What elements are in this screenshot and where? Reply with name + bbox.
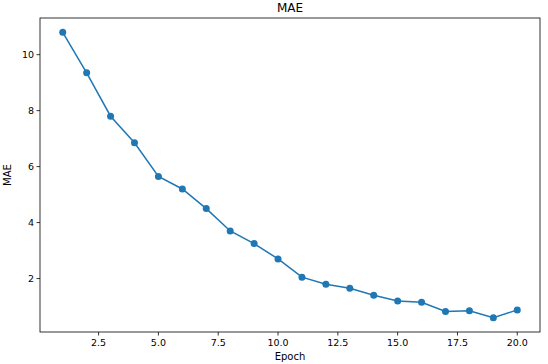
point [442,308,449,315]
point [466,307,473,314]
point [275,255,282,262]
y-tick [37,166,41,167]
y-tick [37,54,41,55]
x-tick [98,332,99,336]
point [322,281,329,288]
x-axis-label: Epoch [275,351,306,362]
y-tick [37,278,41,279]
point [59,29,66,36]
x-tick-label: 15.0 [387,337,408,348]
chart: MAE 2.5 5.0 7.5 10.0 12.5 15.0 17.5 20.0 2 4 6 8 10 Ep… [0,0,548,364]
y-tick-label: 8 [28,105,34,116]
point [490,314,497,321]
x-tick [218,332,219,336]
y-tick-label: 2 [28,273,34,284]
y-tick-label: 4 [28,217,34,228]
y-tick [37,110,41,111]
x-tick [158,332,159,336]
x-tick [278,332,279,336]
x-tick-label: 17.5 [447,337,468,348]
point [131,139,138,146]
point [203,205,210,212]
y-tick [37,222,41,223]
plot-frame [40,18,540,332]
y-tick-label: 10 [22,49,34,60]
point [155,173,162,180]
x-tick-label: 7.5 [211,337,226,348]
y-tick-label: 6 [28,161,34,172]
x-tick [337,332,338,336]
point [83,69,90,76]
point [514,306,521,313]
point [107,113,114,120]
x-tick [457,332,458,336]
point [418,299,425,306]
point [394,297,401,304]
x-tick-label: 5.0 [151,337,166,348]
point [227,227,234,234]
x-tick [517,332,518,336]
line [63,32,518,317]
point [298,274,305,281]
x-tick-label: 2.5 [91,337,106,348]
x-tick-label: 12.5 [327,337,348,348]
point [251,240,258,247]
y-axis-label: MAE [2,164,13,186]
x-tick-label: 20.0 [507,337,528,348]
point [346,285,353,292]
point [370,292,377,299]
title: MAE [277,1,303,15]
point [179,185,186,192]
x-tick-label: 10.0 [267,337,288,348]
x-tick [397,332,398,336]
plot-area [59,29,521,321]
